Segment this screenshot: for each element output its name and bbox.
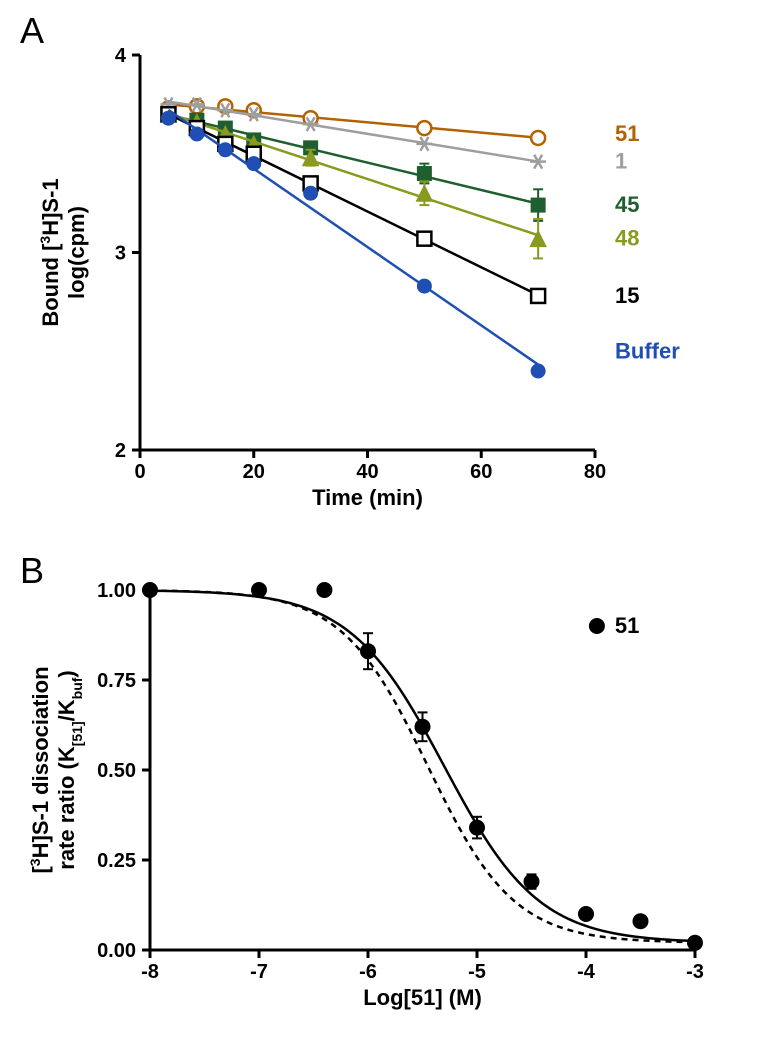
svg-text:80: 80	[584, 461, 606, 483]
svg-text:45: 45	[615, 192, 639, 217]
svg-text:-3: -3	[686, 961, 704, 983]
svg-text:Time (min): Time (min)	[312, 485, 423, 510]
svg-text:rate ratio (K[51]/Kbuf): rate ratio (K[51]/Kbuf)	[54, 670, 85, 869]
svg-text:Bound [3H]S-1: Bound [3H]S-1	[37, 178, 63, 326]
svg-text:Log[51] (M): Log[51] (M)	[363, 985, 482, 1010]
svg-text:1.00: 1.00	[97, 580, 136, 602]
svg-text:60: 60	[470, 461, 492, 483]
svg-text:0: 0	[134, 461, 145, 483]
svg-text:2: 2	[115, 440, 126, 462]
svg-text:15: 15	[615, 283, 639, 308]
svg-text:-8: -8	[141, 961, 159, 983]
svg-text:Buffer: Buffer	[615, 338, 680, 363]
panel-b-chart: -8 -7 -6 -5 -4 -3 0.00 0.25 0.50 0.75 1.00 Log[51] …	[0, 540, 759, 1040]
svg-text:4: 4	[115, 45, 127, 67]
panel-a-chart: 0 20 40 60 80 2 3 4 Time (min) Bound [3H]S-1log(c…	[0, 0, 759, 540]
svg-text:1: 1	[615, 149, 627, 174]
svg-text:-6: -6	[359, 961, 377, 983]
svg-text:40: 40	[356, 461, 378, 483]
svg-text:0.75: 0.75	[97, 670, 136, 692]
svg-text:[3H]S-1 dissociation: [3H]S-1 dissociation	[27, 666, 53, 873]
svg-text:-4: -4	[577, 961, 596, 983]
svg-text:-5: -5	[468, 961, 486, 983]
svg-text:48: 48	[615, 226, 639, 251]
svg-text:20: 20	[243, 461, 265, 483]
svg-text:0.50: 0.50	[97, 760, 136, 782]
svg-text:log(cpm): log(cpm)	[64, 206, 89, 299]
svg-text:-7: -7	[250, 961, 268, 983]
figure-container: A 020406080234Time (min)Bound [3H]S-1log…	[0, 0, 759, 1050]
svg-text:0.00: 0.00	[97, 940, 136, 962]
svg-text:3: 3	[115, 243, 126, 265]
svg-text:51: 51	[615, 613, 639, 638]
svg-text:51: 51	[615, 121, 639, 146]
svg-text:0.25: 0.25	[97, 850, 136, 872]
